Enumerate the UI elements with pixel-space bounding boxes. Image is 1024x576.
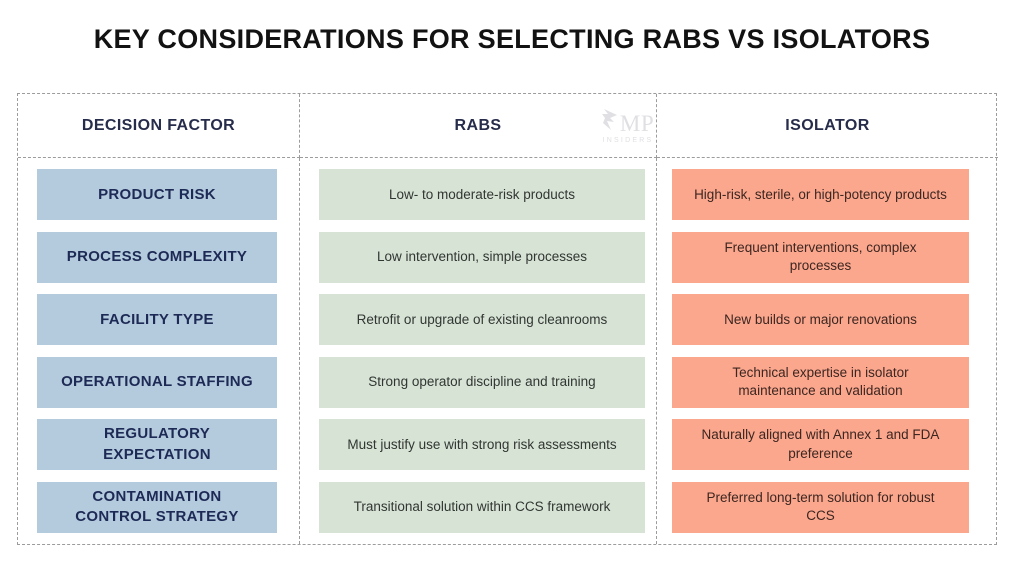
rabs-cell-regulatory-expectation: Must justify use with strong risk assess… [319, 419, 645, 471]
header-isolator: ISOLATOR [657, 94, 998, 158]
rabs-cell-contamination-control-strategy: Transitional solution within CCS framewo… [319, 481, 645, 533]
factor-cell-facility-type: FACILITY TYPE [37, 294, 277, 346]
factor-cell-product-risk: PRODUCT RISK [37, 169, 277, 221]
factor-cell-process-complexity: PROCESS COMPLEXITY [37, 231, 277, 283]
factor-cell-contamination-control-strategy: CONTAMINATION CONTROL STRATEGY [37, 481, 277, 533]
factor-cell-operational-staffing: OPERATIONAL STAFFING [37, 356, 277, 408]
rabs-cell-facility-type: Retrofit or upgrade of existing cleanroo… [319, 294, 645, 346]
isolator-cell-process-complexity: Frequent interventions, complex processe… [672, 231, 969, 283]
page-title: KEY CONSIDERATIONS FOR SELECTING RABS VS… [93, 24, 931, 54]
rabs-cell-product-risk: Low- to moderate-risk products [319, 169, 645, 221]
header-isolator-label: ISOLATOR [785, 116, 870, 134]
rabs-cell-operational-staffing: Strong operator discipline and training [319, 356, 645, 408]
column-rabs: Low- to moderate-risk products Low inter… [300, 158, 657, 544]
column-decision-factor: PRODUCT RISK PROCESS COMPLEXITY FACILITY… [18, 158, 300, 544]
isolator-cell-regulatory-expectation: Naturally aligned with Annex 1 and FDA p… [672, 419, 969, 471]
factor-cell-regulatory-expectation: REGULATORY EXPECTATION [37, 419, 277, 471]
header-decision-factor-label: DECISION FACTOR [81, 116, 236, 134]
comparison-table: DECISION FACTOR RABS ISOLATOR PRODUCT RI… [17, 93, 998, 545]
isolator-cell-operational-staffing: Technical expertise in isolator maintena… [672, 356, 969, 408]
header-rabs-label: RABS [454, 116, 502, 134]
isolator-cell-contamination-control-strategy: Preferred long-term solution for robust … [672, 481, 969, 533]
header-rabs: RABS [300, 94, 657, 158]
rabs-cell-process-complexity: Low intervention, simple processes [319, 231, 645, 283]
isolator-cell-product-risk: High-risk, sterile, or high-potency prod… [672, 169, 969, 221]
column-isolator: High-risk, sterile, or high-potency prod… [657, 158, 998, 544]
isolator-cell-facility-type: New builds or major renovations [672, 294, 969, 346]
header-decision-factor: DECISION FACTOR [18, 94, 300, 158]
